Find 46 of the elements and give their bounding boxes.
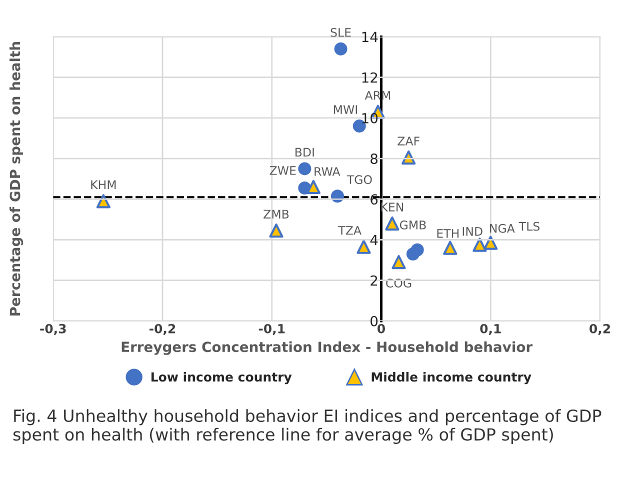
point bbox=[443, 240, 458, 255]
legend-label: Middle income country bbox=[372, 372, 532, 384]
annotation: NGA bbox=[490, 224, 515, 233]
y-tick-label: 2 bbox=[370, 275, 378, 286]
x-tick-label: 0 bbox=[378, 324, 385, 334]
y-tick-label: 10 bbox=[362, 112, 378, 124]
annotation: MWI bbox=[334, 105, 357, 114]
y-tick-label: 8 bbox=[370, 154, 378, 164]
point bbox=[298, 162, 312, 176]
point bbox=[402, 150, 416, 165]
point bbox=[385, 216, 400, 231]
y-tick-label: 4 bbox=[370, 234, 378, 246]
annotation: ETH bbox=[437, 229, 459, 238]
annotation: IND bbox=[462, 227, 482, 236]
caption: Fig. 4 Unhealthy household behavior EI indices and percentage of GDP spent on health (with reference line for average % of GDP spent) bbox=[13, 409, 602, 444]
x-tick-label: -0,2 bbox=[150, 324, 176, 335]
point bbox=[306, 180, 320, 194]
annotation: KHM bbox=[91, 180, 116, 190]
point bbox=[96, 194, 110, 208]
y-axis-title: Percentage of GDP spent on health bbox=[9, 42, 24, 316]
annotation: BDI bbox=[296, 148, 314, 157]
point bbox=[356, 240, 371, 254]
annotation: TZA bbox=[338, 226, 362, 235]
annotation: TLS bbox=[518, 222, 540, 231]
annotation: TGO bbox=[346, 175, 372, 184]
annotation: RWA bbox=[314, 167, 340, 176]
annotation: ZMB bbox=[264, 210, 289, 218]
annotation: ZWE bbox=[270, 166, 296, 175]
point bbox=[334, 42, 348, 56]
y-tick-label: 14 bbox=[362, 32, 378, 42]
x-tick-label: 0,1 bbox=[480, 324, 501, 335]
annotation: GMB bbox=[400, 220, 426, 230]
point bbox=[410, 243, 424, 256]
annotation: ZAF bbox=[398, 136, 420, 146]
legend-label: Low income country bbox=[152, 372, 292, 384]
x-axis-title: Erreygers Concentration Index - Household behavior bbox=[122, 341, 533, 355]
x-tick-label: 0,2 bbox=[590, 324, 610, 335]
point bbox=[392, 255, 406, 270]
point bbox=[269, 224, 284, 238]
y-tick-label: 0 bbox=[370, 316, 378, 326]
y-tick-label: 12 bbox=[362, 72, 378, 83]
x-tick-label: -0,1 bbox=[258, 324, 285, 335]
point bbox=[472, 238, 487, 252]
annotation: SLE bbox=[330, 28, 351, 37]
point bbox=[484, 236, 498, 250]
x-tick-label: -0,3 bbox=[40, 324, 66, 335]
